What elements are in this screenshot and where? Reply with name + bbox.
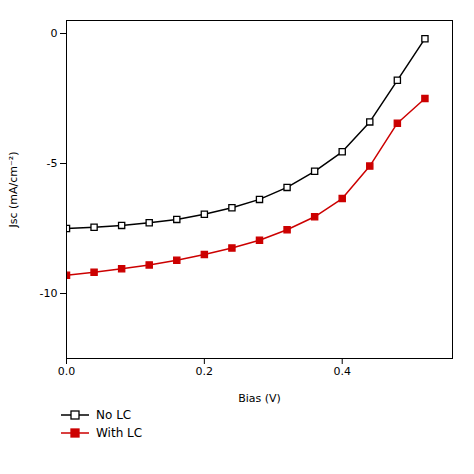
- svg-text:Bias (V): Bias (V): [238, 392, 281, 405]
- svg-text:0.2: 0.2: [196, 365, 214, 378]
- svg-text:0: 0: [51, 27, 58, 40]
- svg-text:Jsc (mA/cm⁻²): Jsc (mA/cm⁻²): [7, 151, 20, 228]
- html-text:No LC: No LC: [96, 408, 132, 422]
- svg-text:-5: -5: [47, 157, 58, 170]
- svg-text:0.4: 0.4: [333, 365, 351, 378]
- html-text:With LC: With LC: [96, 426, 143, 440]
- svg-text:0.0: 0.0: [58, 365, 76, 378]
- svg-text:-10: -10: [40, 287, 58, 300]
